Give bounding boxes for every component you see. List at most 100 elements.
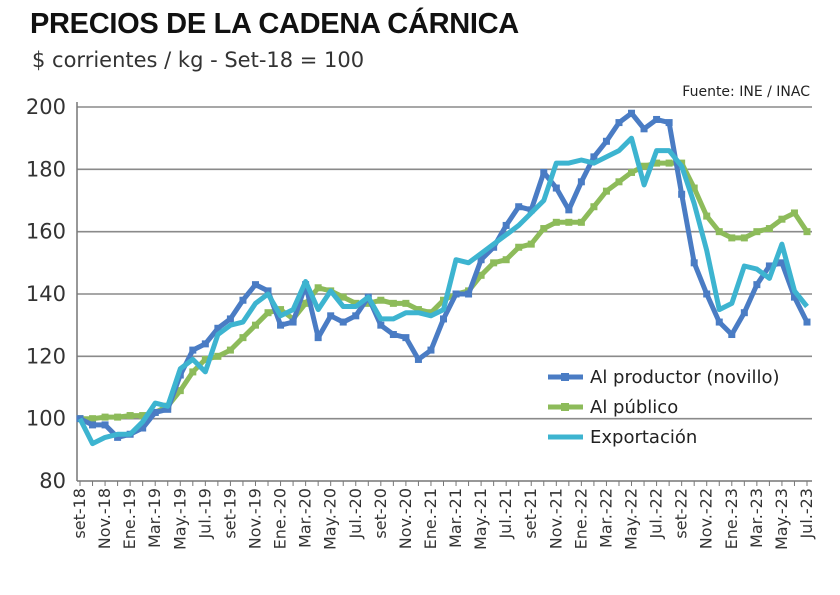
- data-point: [753, 281, 761, 289]
- data-point: [389, 299, 397, 307]
- data-point: [226, 315, 234, 323]
- legend-label: Al público: [590, 397, 678, 418]
- data-point: [314, 284, 322, 292]
- data-point: [703, 290, 711, 298]
- x-tick-label: Jul.-22: [647, 488, 666, 540]
- legend-marker: [561, 403, 569, 411]
- series-lines: [76, 109, 811, 447]
- data-point: [377, 321, 385, 329]
- legend-marker: [561, 373, 569, 381]
- data-point: [552, 218, 560, 226]
- data-point: [76, 415, 84, 423]
- data-point: [765, 225, 773, 233]
- data-point: [364, 299, 372, 307]
- data-point: [703, 212, 711, 220]
- data-point: [251, 321, 259, 329]
- data-point: [803, 228, 811, 236]
- data-point: [590, 203, 598, 211]
- data-point: [277, 321, 285, 329]
- data-point: [602, 187, 610, 195]
- data-point: [427, 346, 435, 354]
- data-point: [590, 153, 598, 161]
- data-point: [490, 243, 498, 251]
- data-point: [264, 309, 272, 317]
- data-point: [540, 168, 548, 176]
- data-point: [765, 262, 773, 270]
- data-point: [602, 137, 610, 145]
- data-point: [176, 387, 184, 395]
- data-point: [239, 296, 247, 304]
- x-tick-label: set-18: [70, 488, 89, 539]
- data-point: [690, 259, 698, 267]
- data-point: [302, 299, 310, 307]
- data-point: [502, 256, 510, 264]
- y-tick-label: 120: [26, 344, 66, 368]
- legend-label: Al productor (novillo): [590, 367, 780, 388]
- data-point: [640, 125, 648, 133]
- data-point: [527, 240, 535, 248]
- data-point: [114, 413, 122, 421]
- x-tick-label: Nov.-18: [95, 488, 114, 549]
- data-point: [126, 412, 134, 420]
- x-tick-label: Ene.-20: [271, 488, 290, 549]
- data-point: [352, 299, 360, 307]
- data-point: [477, 256, 485, 264]
- data-point: [226, 346, 234, 354]
- x-tick-label: Nov.-20: [396, 488, 415, 549]
- y-tick-label: 80: [39, 469, 66, 493]
- y-tick-label: 200: [26, 95, 66, 119]
- series-line-2: [77, 135, 809, 447]
- x-tick-label: set-19: [220, 488, 239, 539]
- x-axis: set-18 Nov.-18 Ene.-19 Mar.-19 May.-19 Jul.-1…: [70, 102, 816, 550]
- y-tick-label: 160: [26, 220, 66, 244]
- data-point: [665, 119, 673, 127]
- data-point: [139, 412, 147, 420]
- x-tick-label: Jul.-19: [195, 488, 214, 540]
- data-point: [502, 221, 510, 229]
- data-point: [339, 293, 347, 301]
- data-point: [653, 159, 661, 167]
- chart-title: PRECIOS DE LA CADENA CÁRNICA: [30, 8, 519, 40]
- data-point: [389, 331, 397, 339]
- x-tick-label: set-21: [521, 488, 540, 539]
- data-point: [690, 184, 698, 192]
- data-point: [101, 413, 109, 421]
- data-point: [540, 225, 548, 233]
- legend: Al productor (novillo) Al público Exportac…: [548, 367, 780, 448]
- data-point: [377, 296, 385, 304]
- x-tick-label: Ene.-21: [421, 488, 440, 549]
- data-point: [653, 115, 661, 123]
- data-point: [414, 355, 422, 363]
- data-point: [264, 287, 272, 295]
- x-tick-label: Ene.-22: [571, 488, 590, 549]
- data-point: [214, 324, 222, 332]
- data-point: [440, 315, 447, 323]
- x-tick-label: set-20: [371, 488, 390, 539]
- data-point: [728, 331, 736, 339]
- data-point: [628, 109, 636, 117]
- data-point: [665, 159, 673, 167]
- data-point: [339, 318, 347, 326]
- y-tick-label: 180: [26, 157, 66, 181]
- data-point: [790, 209, 798, 217]
- data-point: [139, 424, 147, 432]
- data-point: [565, 218, 573, 226]
- data-point: [715, 318, 723, 326]
- data-point: [164, 405, 172, 413]
- data-point: [678, 190, 686, 198]
- data-point: [151, 408, 159, 416]
- data-point: [201, 340, 209, 348]
- data-point: [477, 271, 485, 279]
- x-tick-label: Nov.-21: [546, 488, 565, 549]
- series-line-0: [78, 110, 810, 440]
- x-tick-label: Mar.-20: [296, 488, 315, 548]
- x-tick-label: Mar.-21: [446, 488, 465, 548]
- data-point: [490, 259, 498, 267]
- data-point: [277, 306, 285, 314]
- data-point: [189, 346, 197, 354]
- data-point: [114, 433, 122, 441]
- data-point: [352, 312, 360, 320]
- data-point: [465, 290, 473, 298]
- data-point: [402, 299, 410, 307]
- data-point: [640, 162, 648, 170]
